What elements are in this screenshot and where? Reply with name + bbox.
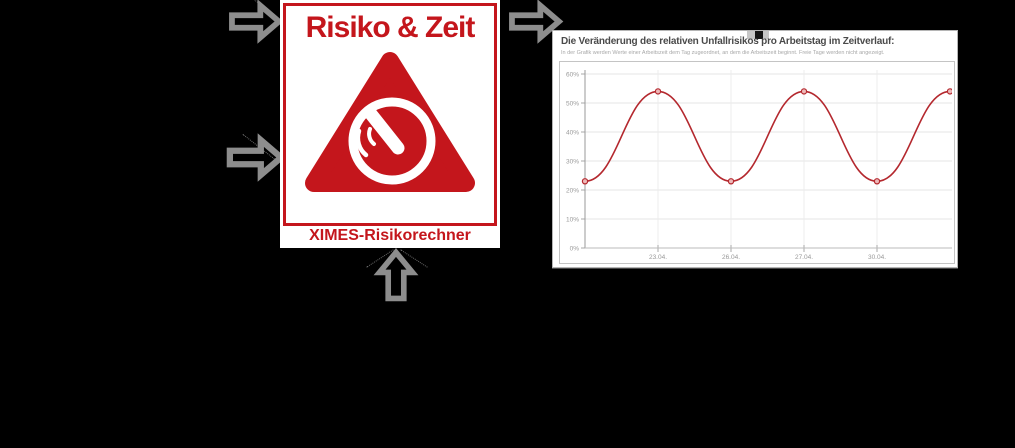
panel-drag-handle [747,31,769,39]
risiko-zeit-logo-card: Risiko & Zeit XIMES-Risikorechner [280,0,500,248]
logo-title: Risiko & Zeit [305,11,476,44]
svg-text:0%: 0% [570,246,580,253]
chart-title: Die Veränderung des relativen Unfallrisi… [561,36,895,47]
svg-text:60%: 60% [566,72,579,79]
handle-square [755,31,763,39]
svg-text:27.04.: 27.04. [795,254,813,261]
svg-text:23.04.: 23.04. [649,254,667,261]
svg-text:50%: 50% [566,101,579,108]
logo-border-box: Risiko & Zeit [283,3,497,226]
svg-text:30.04.: 30.04. [868,254,886,261]
svg-text:26.04.: 26.04. [722,254,740,261]
logo-caption: XIMES-Risikorechner [309,227,471,244]
block-arrow-right-mid-left [226,133,286,182]
warning-triangle-clock-icon [305,52,475,192]
chart-subtitle: In der Grafik werden Werte einer Arbeits… [561,50,885,56]
svg-text:20%: 20% [566,188,579,195]
svg-text:30%: 30% [566,159,579,166]
block-arrow-right-top-right [508,0,564,44]
block-arrow-right-top-left [228,0,284,44]
chart-plot-area: 0% 10% 20% 30% 40% 50% 60% 23.04. 26.04. 27.04. 30… [559,61,955,264]
block-arrow-up-bottom [373,248,419,302]
svg-text:10%: 10% [566,217,579,224]
svg-text:40%: 40% [566,130,579,137]
risk-chart-panel: Die Veränderung des relativen Unfallrisi… [552,30,958,268]
risk-chart-svg: 0% 10% 20% 30% 40% 50% 60% 23.04. 26.04. 27.04. 30… [566,70,952,261]
